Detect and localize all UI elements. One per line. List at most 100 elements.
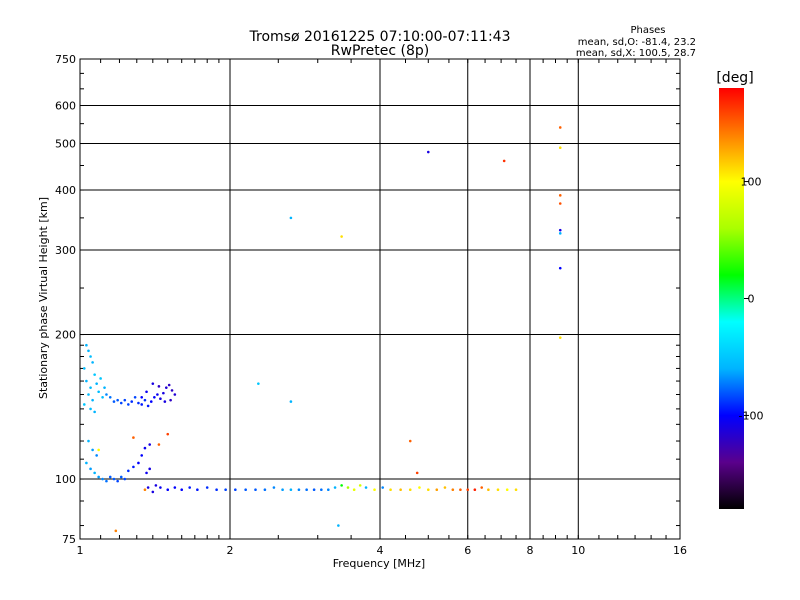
data-point (119, 401, 123, 405)
data-point (205, 486, 209, 489)
data-point (166, 432, 170, 436)
data-point (480, 486, 484, 489)
data-point (85, 379, 88, 383)
data-point (188, 486, 191, 489)
data-point (140, 454, 144, 457)
data-point (340, 484, 343, 487)
data-point (364, 486, 368, 489)
y-tick-label: 500 (55, 138, 76, 151)
data-point (108, 396, 112, 399)
data-point (443, 486, 447, 489)
data-point (558, 126, 562, 129)
colorbar-tick-label: 0 (748, 293, 755, 306)
x-tick-label: 8 (527, 544, 534, 557)
data-point (97, 448, 100, 452)
data-point (558, 266, 562, 270)
data-point (140, 396, 144, 399)
data-point (162, 391, 165, 395)
data-point (169, 398, 172, 402)
data-point (263, 488, 267, 492)
data-point (381, 486, 384, 489)
data-point (358, 484, 362, 487)
data-point (93, 373, 96, 376)
data-point (105, 393, 108, 396)
colorbar-tick-label: -100 (739, 409, 764, 422)
chart-title: Tromsø 20161225 07:10:00-07:11:43 (249, 29, 511, 45)
data-point (337, 524, 340, 527)
x-axis-label: Frequency [MHz] (333, 557, 425, 570)
data-point (151, 382, 155, 385)
data-point (435, 488, 439, 492)
data-point (426, 150, 430, 154)
data-point (289, 400, 293, 403)
data-point (164, 386, 168, 389)
colorbar (719, 88, 744, 509)
data-point (159, 397, 162, 401)
data-point (91, 398, 94, 402)
data-point (399, 488, 402, 492)
data-point (105, 479, 108, 483)
y-tick-label: 400 (55, 184, 76, 197)
data-point (143, 398, 147, 402)
data-point (143, 488, 147, 492)
data-point (149, 400, 153, 403)
data-point (140, 403, 144, 406)
data-point (451, 488, 455, 492)
data-point (157, 443, 161, 446)
data-point (167, 383, 171, 387)
data-point (93, 471, 96, 475)
data-point (108, 475, 112, 479)
data-point (496, 488, 500, 492)
data-point (146, 404, 150, 408)
data-point (466, 488, 470, 492)
data-point (473, 488, 477, 492)
data-point (196, 488, 199, 492)
grid-lines (80, 59, 680, 539)
x-tick-label: 4 (377, 544, 384, 557)
data-point (146, 486, 150, 489)
x-tick-label: 2 (227, 544, 234, 557)
data-point (320, 488, 323, 492)
data-point (244, 488, 247, 492)
data-point (156, 393, 159, 396)
data-point (333, 486, 337, 489)
data-point (87, 349, 90, 353)
data-point (170, 389, 174, 392)
data-point (254, 488, 257, 492)
y-tick-label: 75 (62, 533, 76, 546)
data-point (95, 382, 98, 385)
x-tick-label: 6 (464, 544, 471, 557)
data-point (85, 461, 88, 465)
data-point (137, 401, 140, 405)
data-point (173, 393, 177, 396)
data-point (558, 202, 562, 205)
data-point (93, 410, 96, 414)
phase-info-heading: Phases (630, 25, 665, 36)
data-point (312, 488, 316, 492)
data-point (148, 443, 152, 446)
y-tick-label: 300 (55, 244, 76, 257)
data-point (89, 407, 92, 411)
data-point (159, 486, 162, 489)
data-point (153, 396, 156, 399)
data-point (95, 454, 98, 457)
data-point (87, 393, 90, 396)
data-point (89, 386, 92, 389)
data-point (123, 398, 127, 402)
data-point (426, 488, 430, 492)
data-point (145, 471, 148, 475)
data-point (373, 488, 376, 492)
data-point (101, 396, 104, 399)
data-points (82, 126, 562, 533)
data-point (327, 488, 330, 492)
data-point (166, 488, 170, 492)
phase-info-x-stats: mean, sd,X: 100.5, 28.7 (576, 48, 696, 59)
data-point (389, 488, 392, 492)
colorbar-ticks: -100 0 100 (739, 176, 764, 423)
data-point (82, 403, 86, 406)
data-point (257, 382, 260, 385)
data-point (163, 400, 167, 403)
y-tick-label: 750 (55, 53, 76, 66)
data-point (157, 385, 161, 388)
axis-ticks (80, 59, 680, 539)
